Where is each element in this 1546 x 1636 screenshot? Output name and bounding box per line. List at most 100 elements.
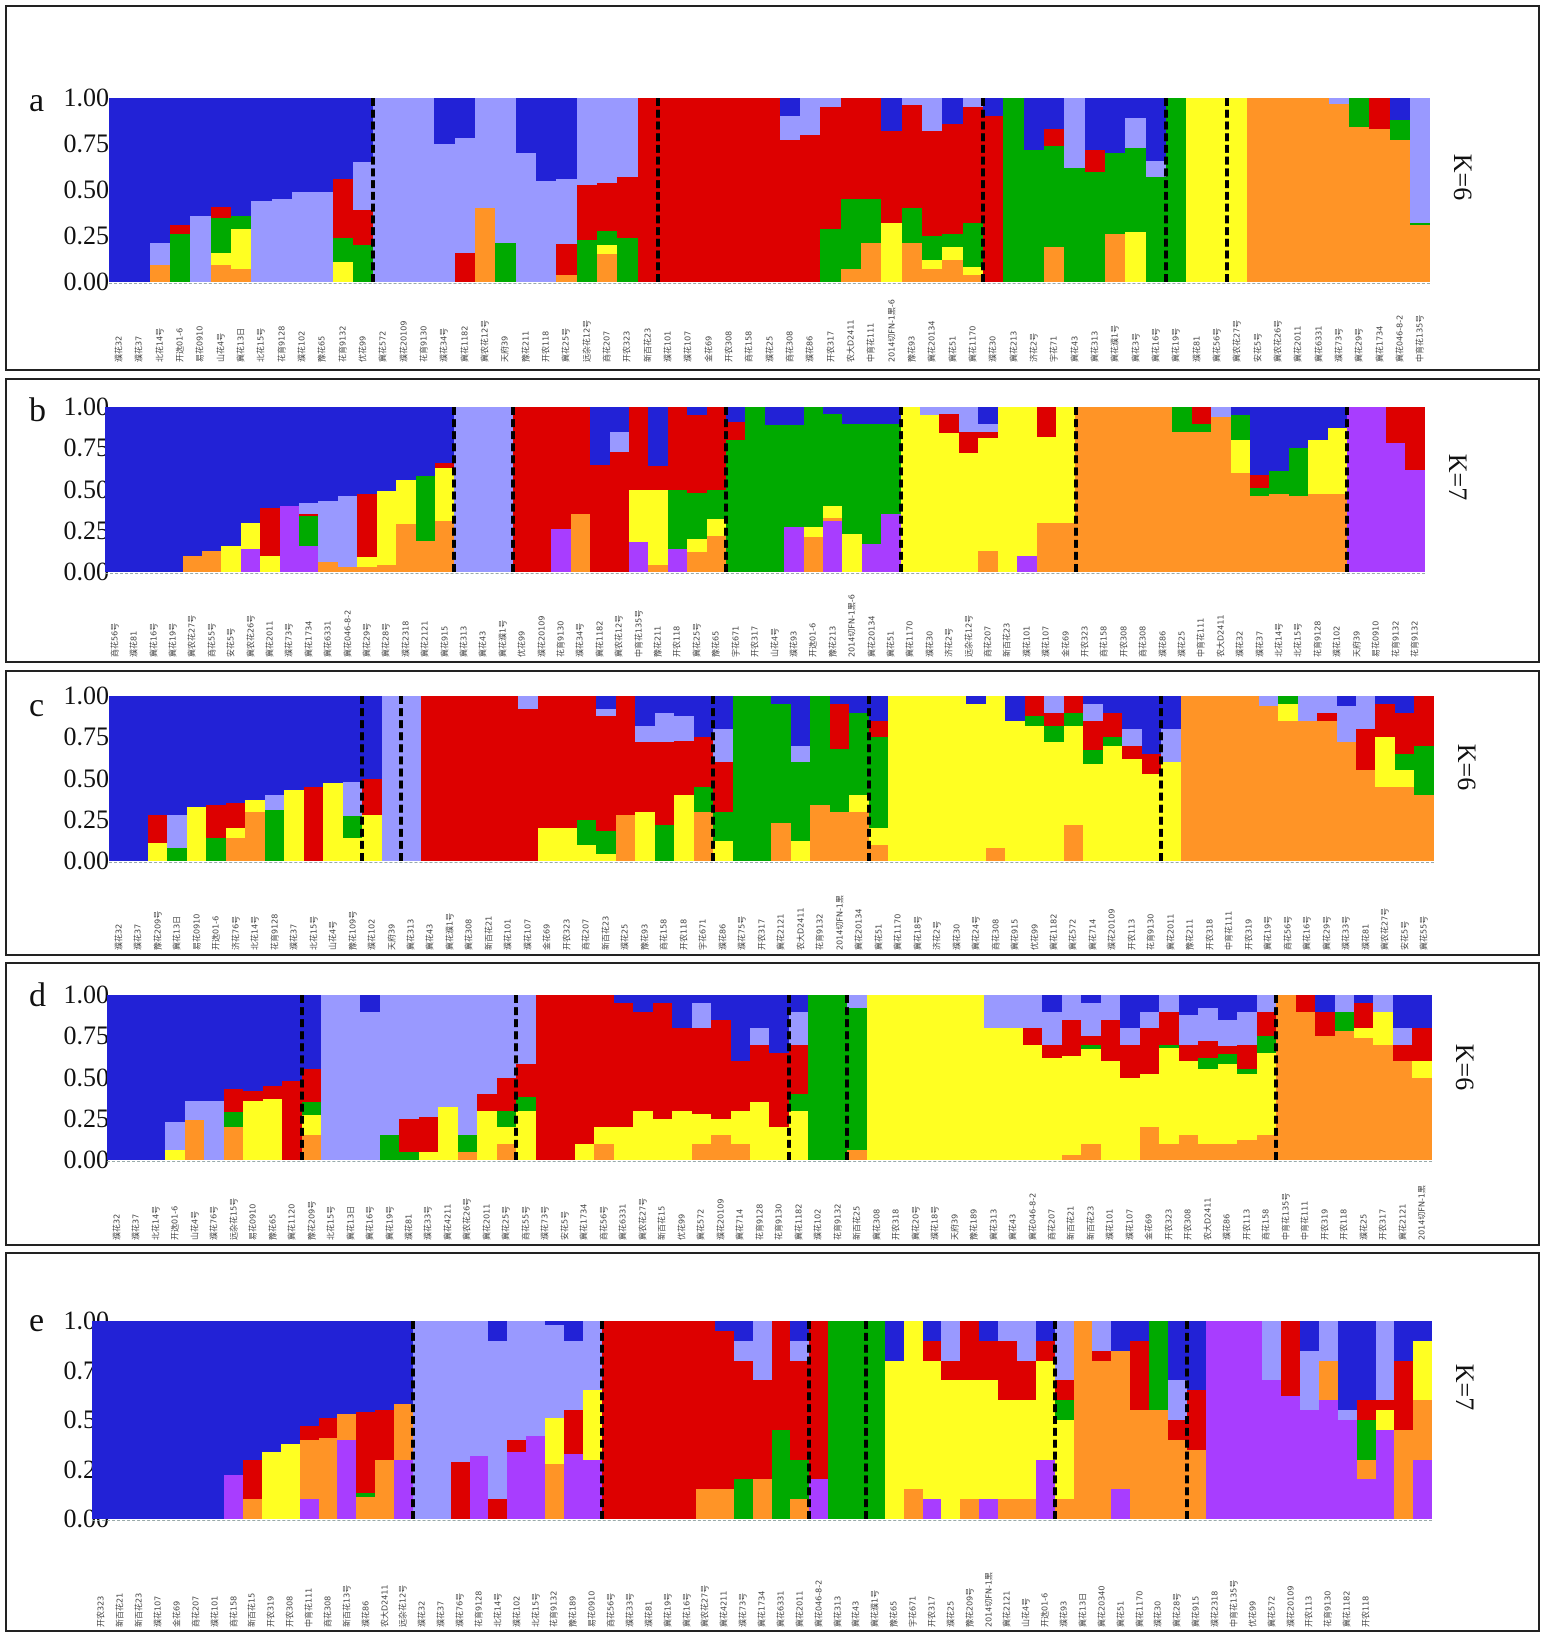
- sample-bar: [434, 98, 455, 282]
- bar-segment: [1092, 1321, 1112, 1351]
- bar-segment: [1394, 696, 1415, 713]
- sample-bar: [790, 1321, 810, 1519]
- sample-label: 冀花1182: [595, 620, 605, 657]
- bar-segment: [633, 1011, 653, 1111]
- bar-segment: [1044, 247, 1065, 282]
- sample-label: 花育9130: [1323, 1590, 1333, 1627]
- sample-label: 冀花43: [1070, 335, 1080, 362]
- bar-segment: [318, 1418, 338, 1438]
- bar-segment: [1237, 1074, 1257, 1141]
- sample-label: 开农323: [622, 330, 632, 362]
- bar-segment: [827, 995, 848, 1160]
- bar-segment: [240, 522, 261, 549]
- bar-segment: [939, 413, 959, 434]
- sample-bar: [352, 98, 374, 282]
- bar-segment: [507, 1321, 527, 1440]
- sample-bar: [1243, 1321, 1263, 1519]
- sample-label: 商花308: [991, 918, 1001, 950]
- sample-bar: [1375, 1321, 1395, 1519]
- bar-segment: [434, 98, 455, 144]
- x-tick-labels: 濮花32 濮花37 豫花209号 冀花13日 易花0910 开选01-6 济花76号 北花14…: [109, 882, 1434, 950]
- bar-segment: [927, 696, 947, 861]
- bar-segment: [1149, 1410, 1168, 1519]
- bar-segment: [1017, 407, 1037, 556]
- bar-segment: [1318, 1360, 1338, 1401]
- bar-segment: [301, 1069, 322, 1103]
- bar-segment: [648, 489, 668, 566]
- bar-segment: [691, 1143, 712, 1160]
- sample-bar: [128, 696, 148, 861]
- bar-segment: [337, 567, 358, 572]
- sample-label: 开农308: [1183, 1208, 1193, 1240]
- sample-bar: [828, 1321, 847, 1519]
- bar-segment: [687, 552, 707, 572]
- bar-segment: [1063, 725, 1084, 825]
- sample-label: 冀花16号: [365, 1205, 375, 1240]
- bar-segment: [182, 407, 203, 556]
- bar-segment: [809, 1321, 829, 1480]
- bar-segment: [979, 1321, 998, 1341]
- sample-label: 北花15号: [309, 915, 319, 950]
- sample-bar: [438, 995, 458, 1160]
- bar-segment: [861, 243, 882, 282]
- sample-label: 冀花313: [1090, 330, 1100, 362]
- bar-segment: [840, 269, 862, 282]
- bar-segment: [1036, 522, 1056, 572]
- bar-segment: [1152, 407, 1173, 572]
- bar-segment: [221, 407, 241, 546]
- sample-label: 冀农花27号: [1232, 319, 1242, 362]
- bar-segment: [1191, 407, 1212, 424]
- sample-bar: [282, 995, 302, 1160]
- sample-bar: [920, 407, 940, 572]
- sample-label: 花育9132: [1391, 620, 1401, 657]
- sample-label: 商花158: [1099, 625, 1109, 657]
- stacked-bar-plot: [105, 407, 1425, 574]
- bar-segment: [169, 224, 191, 235]
- cluster-divider: [410, 1321, 415, 1519]
- bar-segment: [280, 1321, 300, 1444]
- sample-bar: [434, 407, 455, 572]
- sample-label: 濮花37: [289, 923, 299, 950]
- bar-segment: [1111, 1350, 1131, 1490]
- sample-bar: [907, 696, 928, 861]
- sample-label: 冀花51: [1116, 1600, 1126, 1627]
- sample-label: 天府39: [950, 1213, 960, 1240]
- stacked-bar-plot: [92, 1321, 1433, 1521]
- sample-bar: [652, 995, 673, 1160]
- sample-bar: [516, 995, 536, 1160]
- sample-bar: [1394, 1321, 1414, 1519]
- sample-label: 金花69: [1144, 1213, 1154, 1240]
- sample-label: 商花207: [191, 1595, 201, 1627]
- sample-bar: [299, 1321, 319, 1519]
- sample-bar: [1373, 995, 1393, 1160]
- bar-segment: [1125, 232, 1146, 282]
- bar-segment: [901, 105, 923, 209]
- sample-bar: [997, 407, 1018, 572]
- sample-bar: [1206, 98, 1228, 282]
- sample-label: 冀花046-8-2: [1395, 314, 1405, 362]
- bar-segment: [842, 423, 862, 535]
- bar-segment: [396, 479, 416, 525]
- bar-segment: [1083, 720, 1103, 751]
- bar-segment: [633, 995, 653, 1012]
- bar-segment: [230, 229, 252, 270]
- bar-segment: [788, 1094, 809, 1111]
- bar-segment: [803, 537, 824, 572]
- bar-segment: [1375, 786, 1395, 861]
- bar-segment: [221, 545, 241, 572]
- bar-segment: [803, 527, 824, 538]
- bar-segment: [1005, 696, 1025, 721]
- sample-bar: [613, 995, 634, 1160]
- sample-bar: [224, 1321, 243, 1519]
- sample-bar: [827, 995, 848, 1160]
- sample-label: 冀花13日: [236, 327, 246, 362]
- sample-bar: [182, 407, 203, 572]
- bar-segment: [1278, 720, 1298, 861]
- sample-bar: [884, 1321, 904, 1519]
- bar-segment: [823, 517, 843, 521]
- sample-label: 豫花209号: [965, 1587, 975, 1627]
- bar-segment: [457, 1135, 478, 1152]
- sample-label: 豫花65: [889, 1600, 899, 1627]
- sample-label: 开农323: [1080, 625, 1090, 657]
- sample-label: 冀花4211: [719, 1590, 729, 1627]
